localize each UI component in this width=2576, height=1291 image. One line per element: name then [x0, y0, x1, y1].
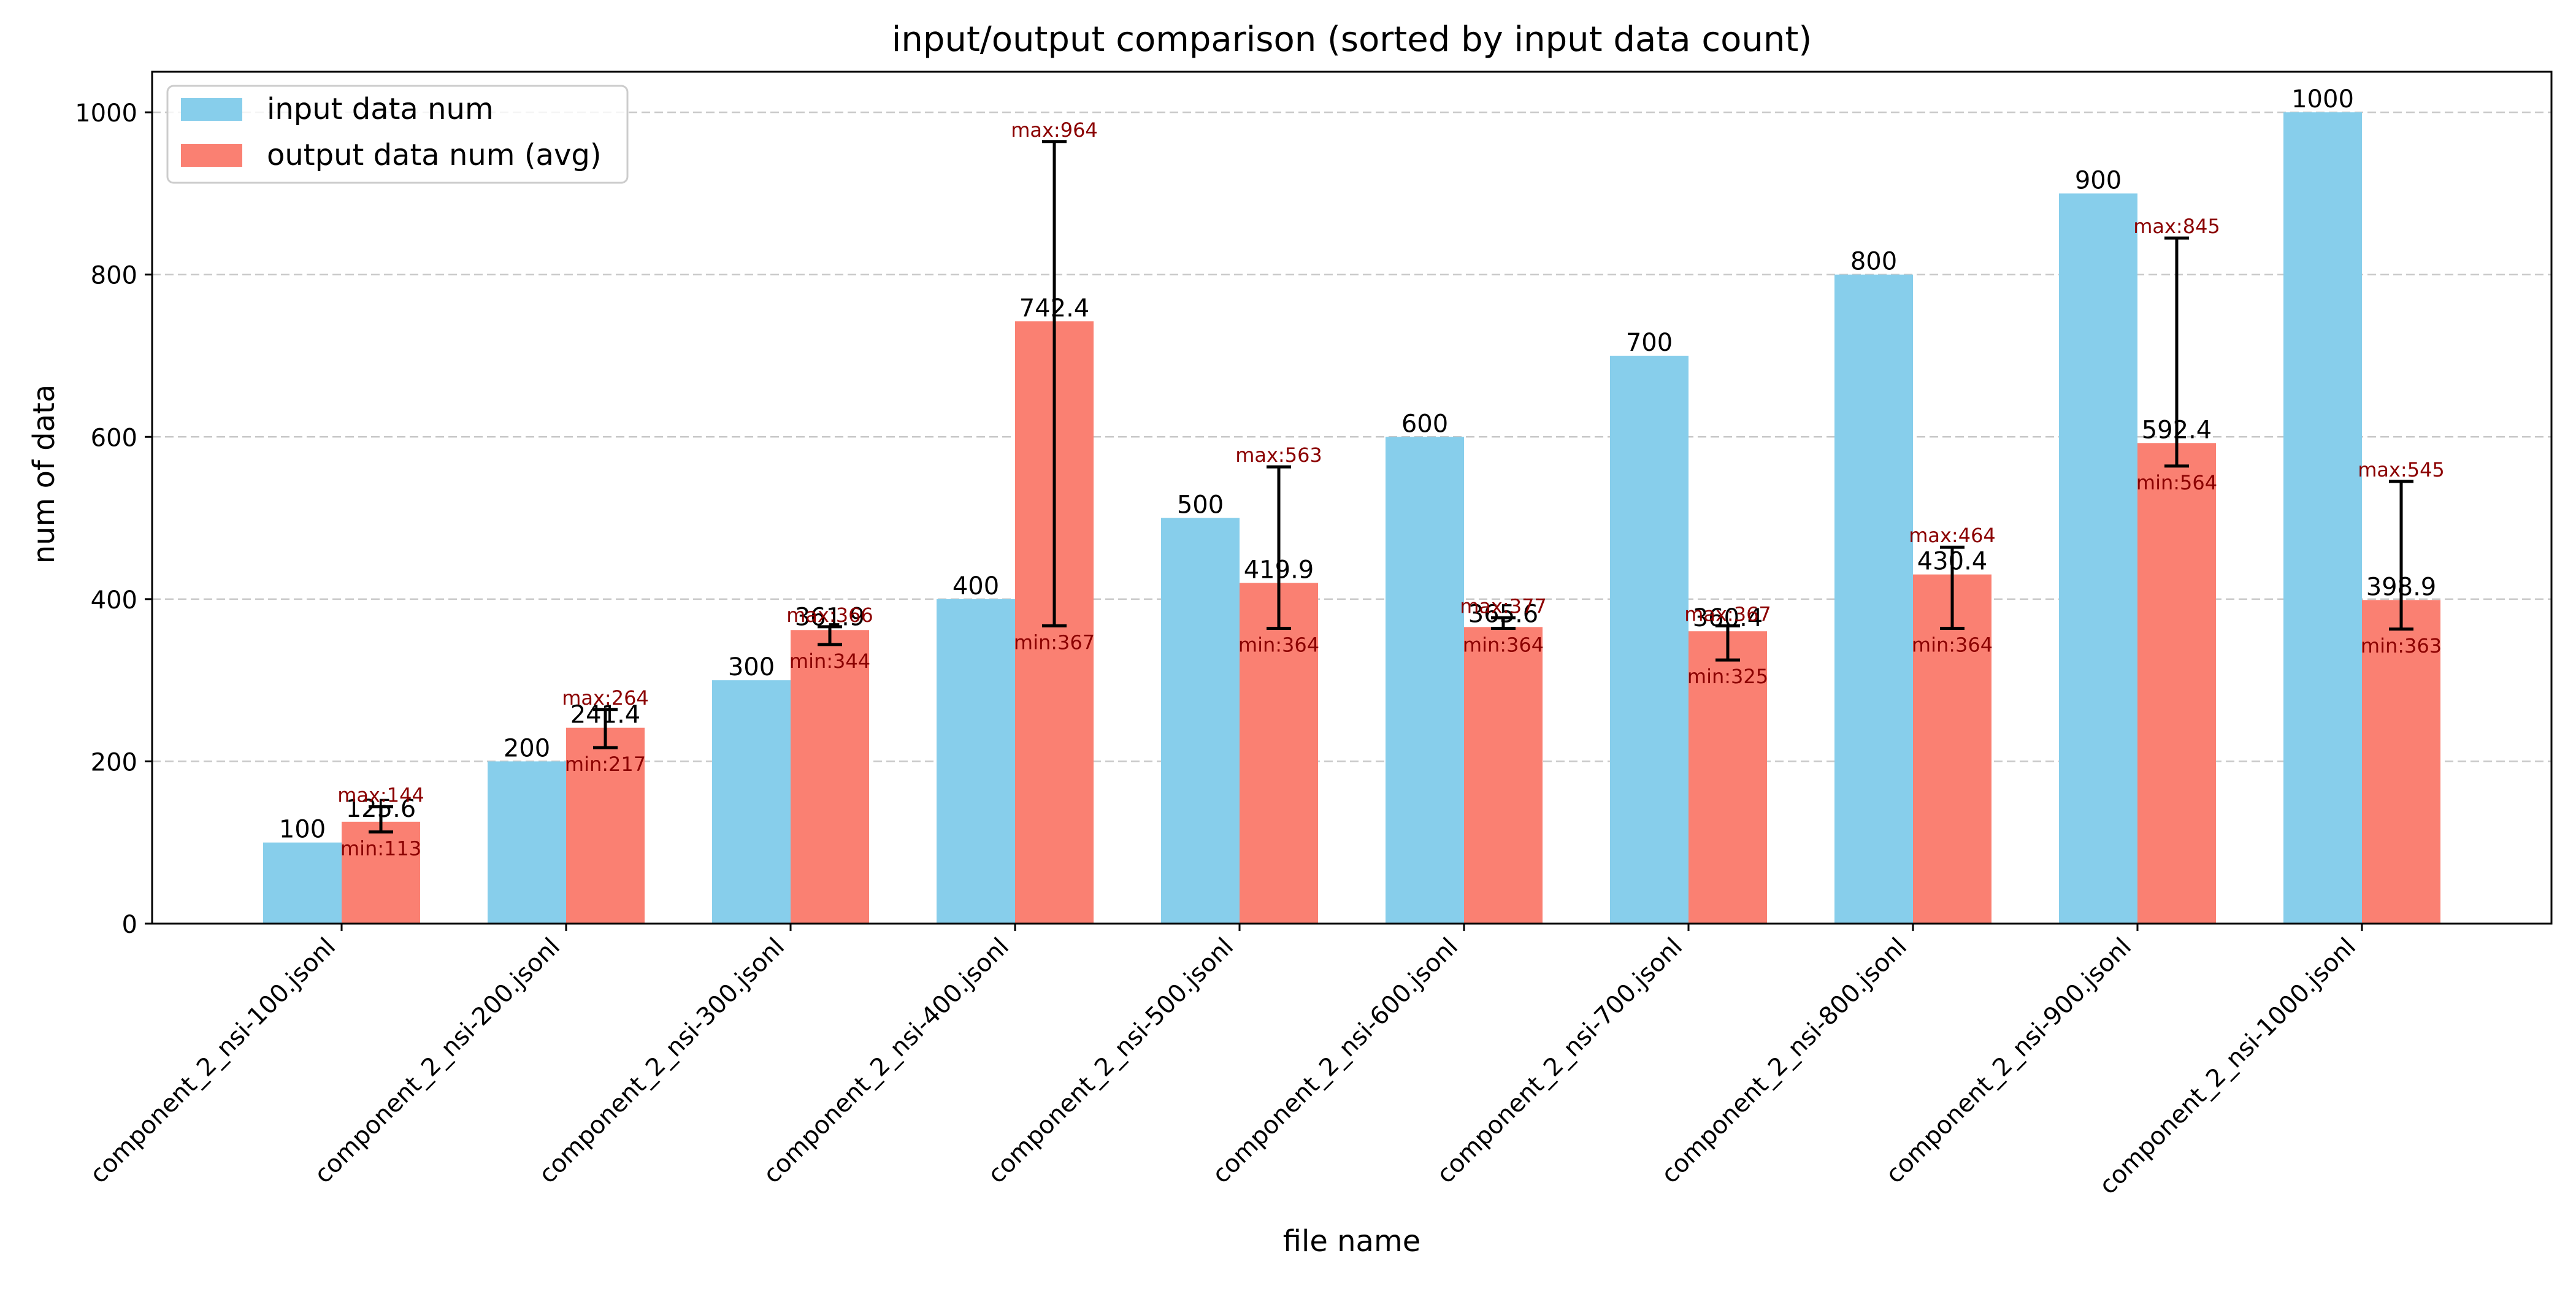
legend-label-output: output data num (avg)	[267, 138, 602, 172]
min-label: min:364	[1463, 633, 1544, 656]
bar-output	[2137, 443, 2216, 924]
min-label: min:364	[1912, 633, 1993, 656]
bar-value-label-output: 742.4	[1019, 294, 1090, 323]
error-bars	[369, 140, 2413, 834]
bar-value-label-input: 300	[728, 653, 775, 681]
bar-value-label-output: 419.9	[1244, 556, 1314, 584]
bar-value-label-output: 361.9	[795, 603, 865, 631]
bar-input	[2059, 193, 2137, 924]
bar-value-label-input: 1000	[2291, 85, 2354, 113]
max-label: max:845	[2133, 215, 2220, 238]
bar-value-label-input: 100	[279, 816, 326, 844]
y-axis-label: num of data	[27, 385, 61, 564]
bar-value-label-input: 200	[504, 734, 550, 762]
min-label: min:113	[340, 837, 421, 860]
legend-swatch-input	[181, 98, 242, 121]
min-label: min:564	[2136, 471, 2217, 494]
bar-value-label-output: 125.6	[346, 795, 416, 823]
chart-title: input/output comparison (sorted by input…	[892, 20, 1812, 59]
bar-value-label-input: 600	[1401, 410, 1448, 438]
max-label: max:545	[2358, 458, 2445, 481]
bar-output	[2362, 600, 2440, 924]
bar-output	[1689, 631, 1767, 924]
bar-value-label-output: 360.4	[1693, 604, 1763, 632]
legend-frame	[166, 85, 629, 184]
bar-input	[2283, 112, 2362, 924]
min-label: min:217	[565, 753, 646, 776]
bar-value-label-output: 398.9	[2366, 573, 2437, 601]
min-label: min:344	[789, 649, 870, 673]
max-label: max:366	[786, 603, 873, 627]
bar-value-label-output: 430.4	[1917, 548, 1988, 576]
max-label: max:367	[1684, 603, 1771, 626]
legend-swatch-output	[181, 144, 242, 167]
y-tick-label: 200	[91, 748, 137, 776]
bar-value-label-input: 400	[953, 572, 999, 600]
bar-input	[1386, 437, 1464, 924]
bar-output	[342, 821, 420, 924]
y-tick-label: 600	[91, 424, 137, 452]
bar-output	[566, 727, 645, 924]
bar-output	[1464, 627, 1543, 924]
max-label: max:144	[337, 784, 424, 807]
bar-input	[1161, 518, 1240, 924]
bar-input	[712, 680, 791, 924]
bar-value-label-input: 700	[1626, 329, 1673, 357]
bar-value-label-output: 365.6	[1468, 600, 1539, 628]
min-label: min:364	[1238, 633, 1319, 656]
bar-input	[1610, 356, 1689, 924]
bar-input	[488, 761, 566, 924]
min-label: min:325	[1687, 665, 1768, 688]
bar-output	[1913, 574, 1991, 924]
min-label: min:363	[2361, 634, 2442, 657]
max-label: max:464	[1909, 524, 1996, 547]
y-tick-label: 800	[91, 262, 137, 290]
y-tick-label: 400	[91, 586, 137, 615]
bar-input	[1834, 274, 1913, 924]
y-tick-label: 1000	[75, 99, 137, 128]
bar-value-label-input: 900	[2075, 166, 2122, 194]
y-tick-label: 0	[122, 911, 137, 939]
bar-value-label-input: 500	[1177, 491, 1224, 519]
max-label: max:377	[1460, 594, 1547, 618]
bar-output	[791, 630, 869, 924]
max-label: max:563	[1235, 443, 1322, 467]
bar-output	[1240, 583, 1318, 924]
min-label: min:367	[1014, 631, 1095, 654]
legend: input data num output data num (avg)	[166, 85, 629, 184]
bar-input	[937, 599, 1015, 924]
bar-value-label-output: 241.4	[570, 701, 641, 729]
bar-input	[263, 842, 342, 924]
legend-label-input: input data num	[267, 92, 494, 126]
x-axis-label: file name	[1283, 1224, 1420, 1258]
bar-value-label-output: 592.4	[2142, 416, 2212, 444]
plot-area-frame	[151, 71, 2553, 925]
max-label: max:964	[1011, 118, 1098, 142]
max-label: max:264	[562, 686, 649, 710]
bar-value-label-input: 800	[1850, 248, 1897, 276]
